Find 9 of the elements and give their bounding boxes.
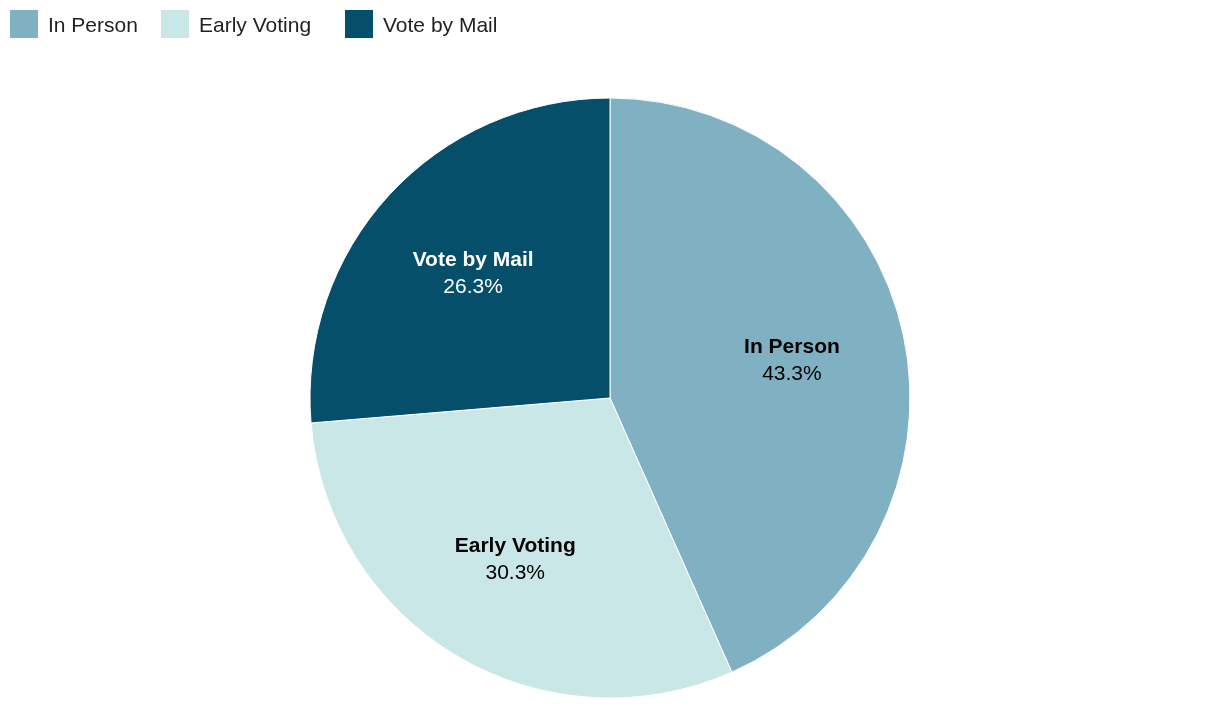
slice-label: Vote by Mail xyxy=(412,247,534,271)
slice-label: Early Voting xyxy=(454,533,576,557)
slice-label: In Person xyxy=(744,334,840,358)
legend-label: Early Voting xyxy=(199,13,312,36)
data-label: 26.3% xyxy=(443,274,503,298)
data-label: 43.3% xyxy=(762,361,822,385)
legend-label: Vote by Mail xyxy=(383,13,498,36)
legend-label: In Person xyxy=(48,13,138,36)
data-label: 30.3% xyxy=(485,560,546,584)
